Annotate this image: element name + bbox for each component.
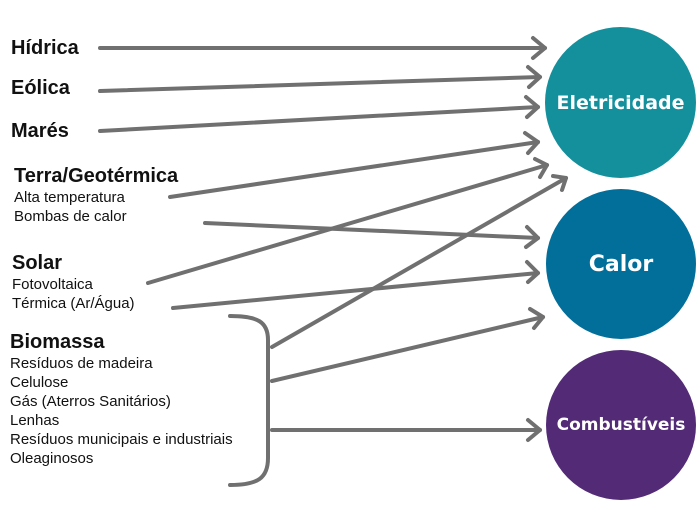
source-geotermica: Terra/Geotérmica Alta temperatura Bombas… (14, 165, 178, 226)
arrow-mares-eletricidade (98, 95, 540, 133)
source-geotermica-item: Alta temperatura (14, 189, 125, 206)
source-biomassa-title: Biomassa (10, 331, 105, 353)
output-eletricidade: Eletricidade (545, 27, 696, 178)
source-geotermica-item: Bombas de calor (14, 208, 127, 225)
source-biomassa-item: Lenhas (10, 412, 60, 429)
source-biomassa-item: Resíduos de madeira (10, 355, 153, 372)
source-biomassa-item: Oleaginosos (10, 450, 94, 467)
source-biomassa-item: Resíduos municipais e industriais (10, 431, 233, 448)
arrow-eolica-eletricidade (98, 65, 542, 93)
arrow-biomassa-eletricidade (270, 174, 568, 349)
source-solar-title: Solar (12, 252, 63, 274)
arrow-solar-calor (171, 260, 540, 310)
output-combustiveis-label: Combustíveis (556, 415, 686, 435)
source-solar-item: Fotovoltaica (12, 276, 93, 293)
output-calor: Calor (546, 189, 696, 339)
arrow-solar-eletricidade (146, 157, 549, 285)
source-biomassa: Biomassa Resíduos de madeira Celulose Gá… (10, 331, 233, 468)
arrow-geo-eletricidade (168, 131, 540, 199)
source-eolica: Eólica (11, 77, 70, 99)
output-eletricidade-label: Eletricidade (556, 91, 685, 114)
source-mares: Marés (11, 120, 69, 142)
arrow-hidrica-eletricidade (98, 36, 547, 60)
source-solar: Solar Fotovoltaica Térmica (Ar/Água) (12, 252, 135, 313)
output-combustiveis: Combustíveis (546, 350, 696, 500)
source-biomassa-item: Celulose (10, 374, 69, 391)
arrow-geo-calor (203, 221, 540, 249)
arrow-biomassa-combustiveis (270, 418, 542, 442)
source-geotermica-title: Terra/Geotérmica (14, 165, 179, 187)
source-hidrica: Hídrica (11, 37, 79, 59)
arrow-biomassa-calor (270, 307, 545, 383)
source-biomassa-item: Gás (Aterros Sanitários) (10, 393, 171, 410)
biomassa-brace (228, 314, 270, 487)
output-calor-label: Calor (588, 251, 654, 277)
source-solar-item: Térmica (Ar/Água) (12, 295, 135, 312)
